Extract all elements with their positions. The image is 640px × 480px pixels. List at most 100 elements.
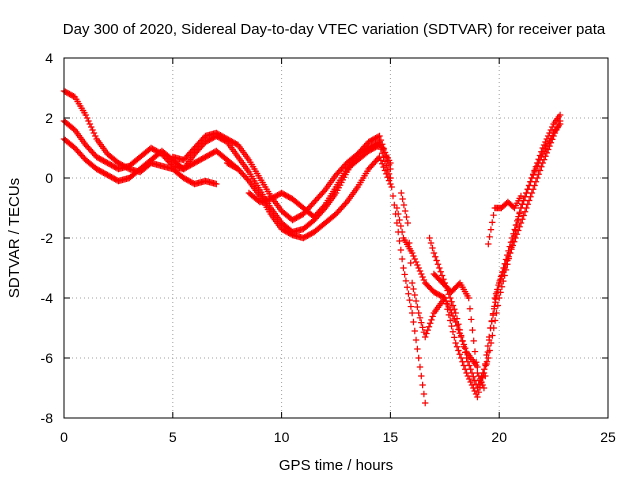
x-tick-label: 15	[383, 429, 399, 445]
data-point	[519, 201, 526, 208]
data-point	[460, 343, 468, 350]
data-point	[438, 272, 446, 279]
data-point	[466, 305, 474, 312]
data-point	[452, 339, 459, 347]
data-point	[83, 114, 91, 122]
data-point	[462, 366, 469, 373]
data-point	[427, 239, 435, 247]
data-point	[410, 318, 417, 326]
data-point	[453, 343, 461, 350]
data-point	[416, 363, 424, 371]
data-point	[320, 188, 327, 195]
data-point	[530, 171, 537, 179]
data-point	[412, 297, 420, 305]
data-point	[449, 328, 457, 335]
data-point	[490, 212, 497, 219]
series-track-1	[60, 87, 220, 188]
data-point	[478, 378, 485, 386]
data-point	[494, 286, 501, 293]
data-point	[419, 381, 426, 389]
data-point	[418, 319, 425, 326]
data-point	[471, 348, 479, 355]
data-point	[342, 200, 349, 207]
data-point	[514, 217, 521, 225]
series-track-12	[485, 192, 525, 248]
y-axis-label: SDTVAR / TECUs	[6, 178, 23, 298]
data-point	[466, 375, 473, 383]
data-point	[92, 132, 99, 140]
data-point	[525, 182, 533, 189]
data-point	[437, 268, 444, 275]
data-point	[415, 354, 422, 362]
data-point	[480, 384, 488, 392]
series-track-7	[387, 174, 429, 407]
data-point	[82, 111, 89, 119]
y-tick-label: -2	[41, 230, 54, 246]
data-point	[411, 327, 418, 335]
data-point	[447, 317, 454, 324]
data-point	[408, 279, 416, 287]
data-point	[432, 253, 439, 260]
data-point	[411, 291, 418, 299]
data-point	[441, 294, 448, 302]
data-point	[451, 306, 458, 313]
data-point	[556, 111, 564, 119]
x-axis-label: GPS time / hours	[279, 457, 393, 474]
data-point	[451, 334, 458, 341]
data-point	[484, 348, 492, 356]
data-point	[516, 223, 523, 230]
data-point	[452, 309, 459, 317]
data-point	[424, 326, 431, 334]
data-point	[414, 303, 421, 311]
data-point	[482, 372, 489, 380]
data-point	[475, 389, 482, 396]
data-point	[405, 290, 412, 297]
data-point	[538, 163, 545, 170]
data-point	[422, 333, 429, 341]
data-point	[536, 156, 544, 164]
data-point	[462, 349, 469, 356]
data-point	[489, 310, 497, 317]
data-point	[474, 384, 481, 392]
marks-layer	[60, 87, 564, 407]
data-point	[412, 258, 420, 266]
data-point	[517, 192, 525, 200]
data-point	[463, 354, 470, 362]
data-point	[534, 174, 541, 182]
series-track-8	[393, 204, 481, 371]
data-point	[436, 264, 443, 272]
data-point	[534, 162, 541, 170]
data-point	[403, 284, 411, 291]
data-point	[426, 234, 433, 242]
data-point	[447, 294, 454, 302]
data-point	[521, 193, 529, 200]
data-point	[556, 120, 564, 128]
data-point	[412, 336, 420, 344]
data-point	[414, 261, 421, 269]
data-point	[400, 201, 408, 209]
data-point	[400, 264, 407, 272]
data-point	[384, 166, 391, 173]
data-point	[532, 178, 540, 185]
x-tick-label: 0	[60, 429, 68, 445]
data-point	[459, 358, 466, 365]
data-point	[496, 277, 504, 285]
data-point	[420, 390, 428, 398]
data-point	[464, 358, 472, 365]
data-point	[464, 372, 472, 380]
data-point	[425, 323, 433, 330]
data-point	[411, 255, 418, 263]
data-point	[374, 142, 382, 149]
data-point	[387, 174, 394, 182]
y-tick-label: 2	[45, 110, 53, 126]
data-point	[468, 381, 476, 389]
data-point	[407, 259, 414, 267]
data-point	[89, 126, 96, 134]
data-point	[408, 249, 416, 257]
data-point	[515, 227, 522, 234]
ticks-layer: 0 5 10 15 20 25 -8 -6 -4 -2 0 2 4	[41, 50, 616, 445]
data-point	[463, 369, 470, 377]
data-point	[86, 120, 94, 128]
data-point	[401, 271, 408, 278]
data-point	[433, 257, 440, 264]
